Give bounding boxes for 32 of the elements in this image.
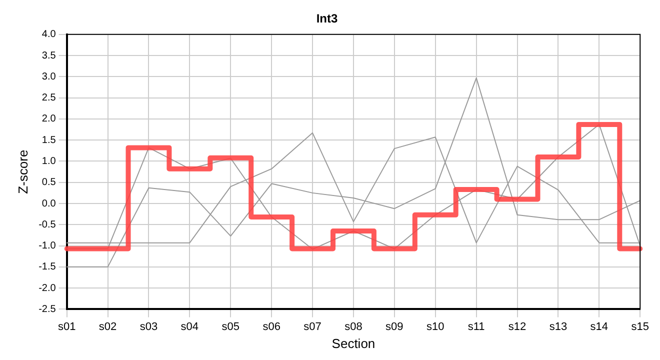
y-tick-label: -0.5 [38,219,56,230]
x-tick-label: s13 [549,320,568,333]
x-tick-label: s14 [590,320,608,333]
y-axis-title: Z-score [15,150,30,194]
y-tick-label: 1.0 [42,156,56,167]
x-tick-label: s08 [344,320,362,333]
y-tick-label: -1.0 [38,240,56,252]
x-tick-label: s06 [262,320,280,333]
y-tick-label: -2.5 [38,304,56,315]
x-tick-label: s07 [304,320,322,333]
x-tick-label: s02 [98,320,117,333]
x-tick-label: s05 [222,320,240,333]
y-tick-label: -2.0 [38,282,56,294]
x-tick-label: s04 [180,320,199,333]
x-tick-label: s10 [426,320,444,333]
y-tick-label: 2.5 [42,92,56,104]
y-tick-label: -1.5 [38,262,56,273]
x-tick-label: s15 [631,320,650,333]
x-tick-label: s09 [386,320,404,333]
y-tick-label: 3.5 [42,50,56,62]
x-tick-label: s12 [508,320,526,333]
y-tick-label: 0.5 [42,177,56,188]
y-tick-label: 3.0 [42,71,56,82]
x-tick-label: s01 [58,320,76,333]
chart-title: Int3 [316,12,338,26]
y-tick-label: 1.5 [42,134,56,146]
y-tick-label: 2.0 [42,114,56,125]
y-tick-label: 0.0 [42,198,56,210]
y-tick-label: 4.0 [42,29,56,40]
x-axis-title: Section [332,336,376,351]
x-tick-label: s03 [140,320,158,333]
x-tick-label: s11 [468,320,485,333]
